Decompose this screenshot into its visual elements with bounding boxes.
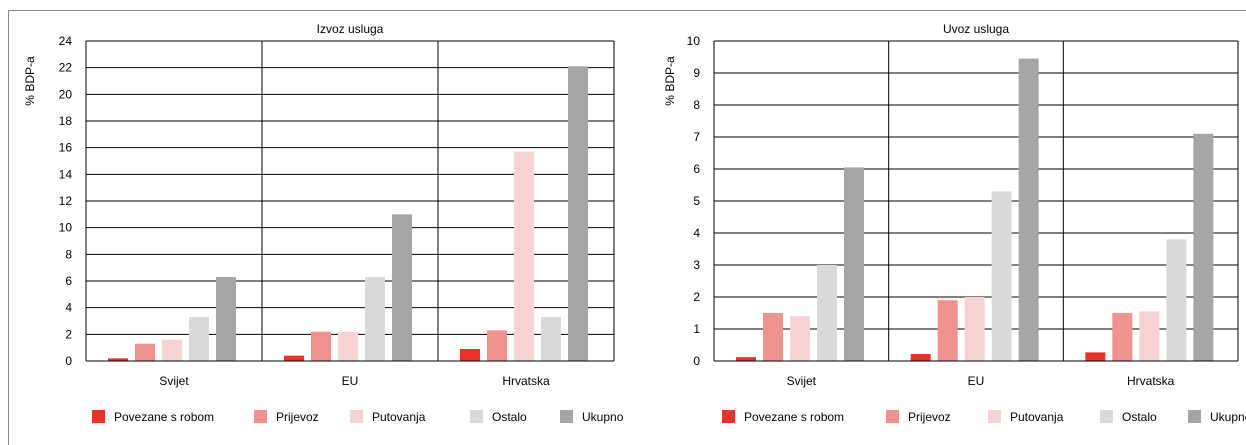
legend-label: Povezane s robom	[114, 410, 214, 424]
y-tick-label: 24	[59, 34, 73, 48]
bar	[790, 316, 810, 361]
x-tick-label: EU	[342, 374, 359, 388]
bar	[1018, 58, 1039, 361]
bar	[311, 331, 331, 361]
x-tick-label: EU	[968, 374, 985, 388]
y-tick-label: 1	[693, 322, 700, 336]
bar	[736, 357, 756, 361]
legend-label: Prijevoz	[276, 410, 319, 424]
y-tick-label: 7	[693, 130, 700, 144]
y-axis-label: % BDP-a	[23, 56, 37, 106]
legend-label: Ostalo	[492, 410, 527, 424]
y-tick-label: 3	[693, 258, 700, 272]
x-tick-label: Svijet	[787, 374, 817, 388]
x-tick-label: Svijet	[159, 374, 189, 388]
legend-swatch	[470, 410, 483, 423]
chart-title: Uvoz usluga	[943, 22, 1009, 36]
bar	[487, 330, 507, 361]
bar	[1112, 313, 1133, 361]
bar	[937, 300, 958, 361]
bar	[991, 191, 1012, 361]
y-tick-label: 6	[65, 274, 72, 288]
bar	[1139, 311, 1160, 361]
y-tick-label: 16	[59, 141, 73, 155]
bar	[964, 297, 985, 361]
bar	[189, 317, 209, 361]
legend-label: Prijevoz	[908, 410, 951, 424]
import-chart: Uvoz usluga % BDP-a 0 1 2 3 4 5 6 7 8 9 10 Svijet EU Hr…	[663, 22, 1246, 424]
bar	[338, 331, 358, 361]
bar	[162, 339, 182, 361]
y-tick-label: 0	[693, 354, 700, 368]
legend-label: Ukupno	[1210, 410, 1246, 424]
y-tick-label: 10	[687, 34, 701, 48]
bar	[460, 349, 480, 361]
y-tick-label: 20	[59, 87, 73, 101]
bar	[763, 313, 783, 361]
y-tick-label: 5	[693, 194, 700, 208]
y-tick-label: 10	[59, 221, 73, 235]
bar	[135, 343, 155, 361]
legend-swatch	[886, 410, 899, 423]
y-tick-label: 6	[693, 162, 700, 176]
legend-label: Putovanja	[372, 410, 426, 424]
bar	[1085, 352, 1106, 361]
y-tick-label: 2	[693, 290, 700, 304]
y-tick-label: 2	[65, 327, 72, 341]
y-tick-label: 4	[65, 301, 72, 315]
bar	[817, 265, 837, 361]
legend-swatch	[92, 410, 105, 423]
y-tick-label: 4	[693, 226, 700, 240]
x-tick-label: Hrvatska	[502, 374, 550, 388]
y-tick-label: 22	[59, 61, 73, 75]
bar	[514, 151, 534, 361]
chart-title: Izvoz usluga	[317, 22, 384, 36]
bar	[568, 66, 588, 361]
bar	[284, 355, 304, 361]
frame-left-border	[8, 10, 9, 445]
legend-swatch	[722, 410, 735, 423]
y-tick-label: 8	[693, 98, 700, 112]
bar	[844, 167, 864, 361]
legend-swatch	[560, 410, 573, 423]
y-tick-label: 8	[65, 247, 72, 261]
bar	[1193, 133, 1214, 361]
bar	[216, 277, 236, 361]
bar	[392, 214, 412, 361]
legend-swatch	[1188, 410, 1201, 423]
bar	[108, 358, 128, 361]
legend-swatch	[1100, 410, 1113, 423]
export-chart: Izvoz usluga% BDP-a024681012141618202224…	[23, 22, 624, 424]
bar	[1166, 239, 1187, 361]
y-tick-label: 18	[59, 114, 73, 128]
legend-label: Putovanja	[1010, 410, 1064, 424]
frame-top-border	[8, 10, 1246, 11]
bar	[910, 353, 931, 361]
x-tick-label: Hrvatska	[1127, 374, 1175, 388]
y-tick-label: 14	[59, 167, 73, 181]
legend-label: Ostalo	[1122, 410, 1157, 424]
y-tick-label: 9	[693, 66, 700, 80]
legend-swatch	[350, 410, 363, 423]
bar	[365, 277, 385, 361]
legend-swatch	[988, 410, 1001, 423]
y-axis-label: % BDP-a	[663, 56, 677, 106]
bar	[541, 317, 561, 361]
legend-label: Ukupno	[582, 410, 624, 424]
legend-swatch	[254, 410, 267, 423]
legend-label: Povezane s robom	[744, 410, 844, 424]
y-tick-label: 0	[65, 354, 72, 368]
y-tick-label: 12	[59, 194, 73, 208]
